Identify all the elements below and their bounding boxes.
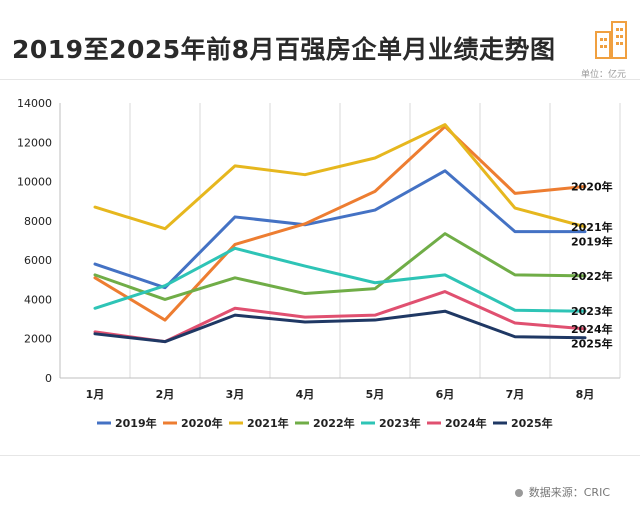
- line-chart: 0 2000 4000 6000 8000 10000 12000 14000 1月 2月 3月 4…: [17, 97, 621, 430]
- series-end-label: 2020年: [571, 179, 613, 193]
- series-end-label: 2022年: [571, 269, 613, 283]
- series-line: [93, 169, 587, 290]
- series-end-label: 2025年: [571, 337, 613, 351]
- x-tick-label: 3月: [226, 388, 245, 401]
- source-text: 数据来源：CRIC: [528, 486, 610, 499]
- legend-label: 2025年: [511, 416, 553, 430]
- series-line: [93, 232, 587, 301]
- x-tick-label: 2月: [156, 388, 175, 401]
- bullet-dot-icon: [514, 489, 523, 497]
- header-divider: [0, 79, 640, 80]
- legend-label: 2024年: [445, 416, 487, 430]
- y-tick-label: 6000: [24, 254, 52, 267]
- x-tick-label: 8月: [576, 388, 595, 401]
- source-note: 数据来源：CRIC: [514, 484, 610, 500]
- x-tick-label: 6月: [436, 388, 455, 401]
- legend-label: 2019年: [115, 416, 157, 430]
- series-line: [93, 246, 587, 313]
- footer-divider: [0, 455, 640, 456]
- y-tick-label: 0: [45, 372, 52, 385]
- legend-label: 2022年: [313, 416, 355, 430]
- legend-label: 2021年: [247, 416, 289, 430]
- x-tick-label: 4月: [296, 388, 315, 401]
- x-tick-label: 1月: [86, 388, 105, 401]
- series-end-label: 2021年: [571, 220, 613, 234]
- series-line: [93, 125, 587, 322]
- legend: 2019年 2020年 2021年 2022年 2023年 2024年 2025年: [97, 416, 553, 430]
- y-tick-label: 4000: [24, 293, 52, 306]
- series-end-label: 2019年: [571, 235, 613, 249]
- legend-label: 2023年: [379, 416, 421, 430]
- y-tick-label: 8000: [24, 215, 52, 228]
- series-line: [93, 123, 587, 231]
- x-tick-label: 7月: [506, 388, 525, 401]
- series-end-label: 2023年: [571, 304, 613, 318]
- series-lines: [93, 123, 587, 344]
- series-end-label: 2024年: [571, 322, 613, 336]
- chart-title: 2019至2025年前8月百强房企单月业绩走势图: [12, 35, 556, 64]
- y-axis: 0 2000 4000 6000 8000 10000 12000 14000: [17, 97, 61, 385]
- y-tick-label: 14000: [17, 97, 52, 110]
- legend-label: 2020年: [181, 416, 223, 430]
- y-tick-label: 2000: [24, 333, 52, 346]
- x-tick-label: 5月: [366, 388, 385, 401]
- series-line: [93, 309, 587, 344]
- y-tick-label: 10000: [17, 176, 52, 189]
- y-tick-label: 12000: [17, 136, 52, 149]
- unit-label: 单位：亿元: [580, 70, 626, 80]
- building-logo-icon: [594, 18, 630, 64]
- x-axis: 1月 2月 3月 4月 5月 6月 7月 8月: [60, 377, 620, 401]
